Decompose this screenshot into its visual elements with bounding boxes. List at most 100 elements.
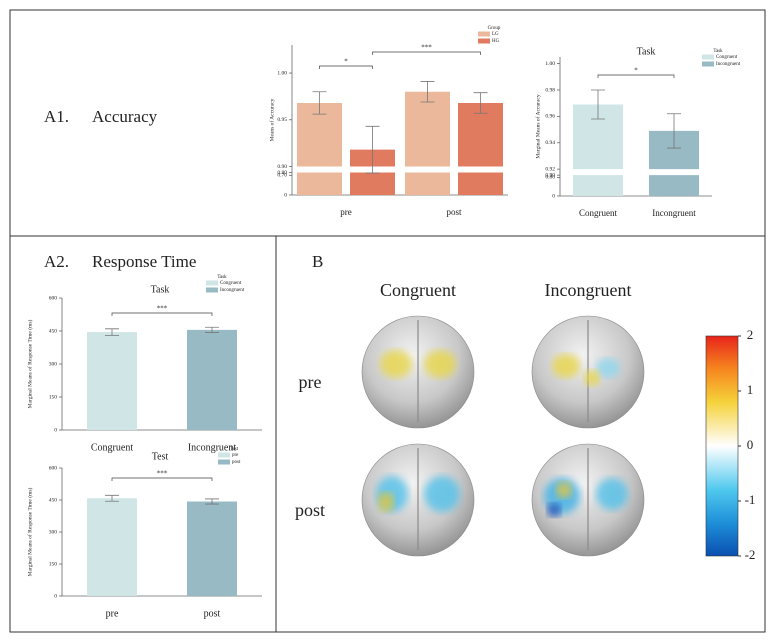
y-tick-label: 150 xyxy=(49,561,58,567)
significance-label: * xyxy=(344,58,348,66)
bar xyxy=(458,102,503,195)
column-label: Congruent xyxy=(380,280,456,300)
panel-title: Response Time xyxy=(92,252,196,271)
frame xyxy=(9,9,766,633)
y-axis-label: Marginal Means of Response Time (ms) xyxy=(26,488,33,577)
legend-title: Task xyxy=(217,275,227,280)
y-tick-label: 450 xyxy=(49,497,58,503)
y-tick-label: 0.80 xyxy=(277,170,287,176)
y-tick-label: 600 xyxy=(49,295,58,301)
y-axis-label: Marginal Means of Accuracy xyxy=(534,94,541,158)
y-tick-label: 0.96 xyxy=(545,114,555,120)
y-tick-label: 300 xyxy=(49,529,58,535)
bar xyxy=(87,498,137,596)
bar xyxy=(649,130,699,196)
x-tick-label: pre xyxy=(106,608,119,619)
legend-title: Group xyxy=(488,26,501,31)
legend-label: Congruent xyxy=(220,281,242,286)
x-tick-label: Incongruent xyxy=(652,208,696,218)
significance-label: *** xyxy=(157,470,168,478)
error-bar xyxy=(312,91,327,115)
legend-swatch xyxy=(206,287,218,293)
y-axis-label: Marginal Means of Response Time (ms) xyxy=(26,320,33,409)
y-tick-label: 600 xyxy=(49,465,58,471)
legend-label: HG xyxy=(492,39,500,44)
activation xyxy=(424,476,460,512)
panel-title: Accuracy xyxy=(92,107,158,126)
legend-swatch xyxy=(478,38,490,44)
x-tick-label: post xyxy=(204,608,221,619)
x-tick-label: Incongruent xyxy=(188,442,237,453)
legend-swatch xyxy=(206,280,218,286)
colorbar-label: 0 xyxy=(747,437,754,452)
chart: 0 150 300 450 600 Marginal Means of Response … xyxy=(26,275,262,453)
legend-title: Task xyxy=(713,49,723,54)
legend-swatch xyxy=(478,31,490,37)
x-tick-label: Congruent xyxy=(91,442,133,453)
significance-label: *** xyxy=(421,44,432,52)
chart: 0 150 300 450 600 Marginal Means of Response … xyxy=(26,447,262,619)
legend-label: pre xyxy=(232,453,239,458)
significance-bracket xyxy=(372,51,481,55)
legend-label: Incongruent xyxy=(716,62,741,67)
y-tick-label: 450 xyxy=(49,328,58,334)
bar xyxy=(350,149,395,195)
brain-images: Congruent Incongruent pre post 2 1 0 -1 -2 xyxy=(295,280,755,562)
y-tick-label: 0.98 xyxy=(545,87,555,93)
y-tick-label: 0.95 xyxy=(277,117,287,123)
panel-label: A1. xyxy=(44,107,69,126)
error-bar xyxy=(105,494,119,502)
y-tick-label: 0 xyxy=(54,427,57,433)
bar xyxy=(87,332,137,430)
legend-label: Incongruent xyxy=(220,288,245,293)
error-bar xyxy=(667,113,681,149)
y-tick-label: 0 xyxy=(552,193,555,199)
legend-swatch xyxy=(218,452,230,458)
row-label: post xyxy=(295,500,325,520)
bar xyxy=(187,329,237,430)
significance-bracket xyxy=(111,312,213,316)
error-bar xyxy=(473,92,488,114)
colorbar-label: -2 xyxy=(745,547,756,562)
error-bar xyxy=(420,81,435,103)
significance-label: *** xyxy=(157,305,168,313)
error-bar xyxy=(205,326,219,333)
error-bar xyxy=(365,125,380,174)
bar xyxy=(405,91,450,195)
activation xyxy=(378,492,394,512)
colorbar-label: -1 xyxy=(745,492,756,507)
x-tick-label: Congruent xyxy=(579,208,617,218)
colorbar-label: 2 xyxy=(747,327,754,342)
colorbar xyxy=(705,335,739,557)
activation xyxy=(380,350,412,378)
significance-bracket xyxy=(111,477,213,481)
activation xyxy=(547,503,561,517)
chart-title: Task xyxy=(151,284,170,295)
y-tick-label: 1.00 xyxy=(545,61,555,67)
activation xyxy=(584,370,600,386)
legend-swatch xyxy=(218,459,230,465)
y-tick-label: 150 xyxy=(49,394,58,400)
chart-title: Task xyxy=(637,46,656,57)
error-bar xyxy=(205,498,219,505)
error-bar xyxy=(591,89,605,120)
legend-swatch xyxy=(702,54,714,60)
activation xyxy=(552,354,580,378)
significance-bracket xyxy=(597,74,675,78)
colorbar-label: 1 xyxy=(747,382,754,397)
legend-label: post xyxy=(232,460,241,465)
bar xyxy=(187,501,237,596)
legend-label: LG xyxy=(492,32,499,37)
y-tick-label: 0 xyxy=(54,593,57,599)
row-label: pre xyxy=(299,372,322,392)
activation xyxy=(424,350,456,378)
activation xyxy=(556,482,572,498)
chart-title: Test xyxy=(152,451,169,462)
x-tick-label: post xyxy=(446,207,462,217)
panel-label: B xyxy=(312,252,323,271)
legend-title: Test xyxy=(230,447,239,452)
y-tick-label: 300 xyxy=(49,361,58,367)
legend-swatch xyxy=(702,61,714,67)
y-tick-label: 0.90 xyxy=(545,172,555,178)
